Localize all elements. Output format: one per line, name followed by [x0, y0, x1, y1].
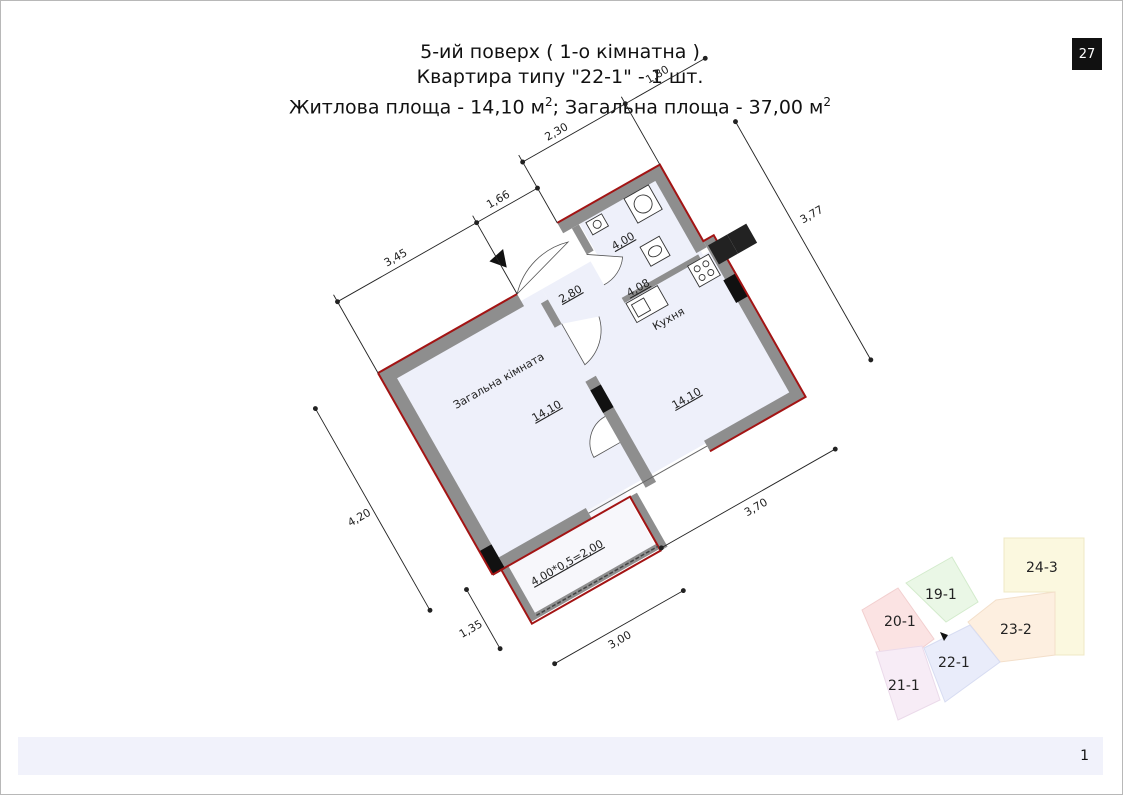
area-summary: Житлова площа - 14,10 м2; Загальна площа…: [288, 95, 832, 119]
living-room-floor: [394, 289, 649, 560]
unit-22-1: [923, 624, 1001, 703]
key-label-20-1: 20-1: [884, 614, 916, 630]
key-label-19-1: 19-1: [925, 587, 957, 603]
entrance-marker-icon: [940, 632, 948, 641]
apartment-outline: [377, 163, 807, 626]
dimension-lines: [312, 55, 874, 667]
key-label-23-2: 23-2: [1000, 622, 1032, 638]
bathroom-fixtures: [585, 184, 671, 267]
page-number: 1: [1080, 748, 1089, 764]
unit-19-1: [905, 556, 979, 623]
floor-title: 5-ий поверх ( 1-о кімнатна ): [420, 41, 700, 63]
balcony-floor: [500, 489, 657, 618]
door-arc: [561, 316, 602, 366]
vent-icons: [708, 223, 758, 265]
column: [723, 273, 749, 303]
apartment-type-title: Квартира типу "22-1" - 1 шт.: [416, 66, 704, 88]
column: [479, 544, 506, 576]
apartment-outline: [377, 372, 494, 576]
door-arc: [589, 416, 621, 458]
kitchen-fixtures: [625, 253, 721, 324]
unit-21-1: [875, 645, 941, 721]
key-label-24-3: 24-3: [1026, 560, 1058, 576]
entrance-door: [516, 241, 570, 295]
page-header: 5-ий поверх ( 1-о кімнатна ) Квартира ти…: [250, 40, 870, 120]
key-label-21-1: 21-1: [888, 678, 920, 694]
entrance-marker-icon: [489, 249, 507, 268]
page-badge: 27: [1072, 38, 1102, 70]
walls: [378, 164, 806, 622]
unit-20-1: [861, 587, 935, 653]
column: [590, 384, 614, 414]
door-arc: [586, 254, 624, 286]
footer-bar: 1: [18, 737, 1103, 775]
key-label-22-1: 22-1: [938, 655, 970, 671]
